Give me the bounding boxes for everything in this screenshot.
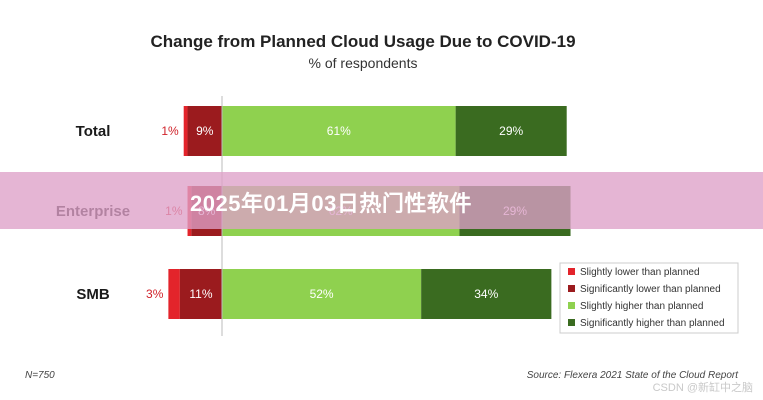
category-label-total: Total [76, 123, 111, 140]
legend-label-slightly-lower-than-planned: Slightly lower than planned [580, 267, 700, 278]
data-label-total-slightly-higher: 61% [327, 124, 351, 138]
overlay-banner-text: 2025年01月03日热门性软件 [190, 191, 472, 216]
data-label-smb-slightly-lower: 3% [146, 287, 164, 301]
data-label-smb-significantly-higher: 34% [474, 287, 498, 301]
bar-smb-significantly-higher [421, 269, 552, 319]
source-note: Source: Flexera 2021 State of the Cloud … [527, 370, 739, 381]
bar-smb-slightly-lower [168, 269, 180, 319]
chart-title: Change from Planned Cloud Usage Due to C… [150, 32, 575, 51]
bar-smb-slightly-higher [222, 269, 422, 319]
legend-swatch-slightly-higher-than-planned [568, 302, 575, 309]
category-label-smb: SMB [76, 286, 110, 303]
overlay-banner [0, 172, 763, 229]
bar-total-slightly-higher [222, 106, 456, 156]
sample-size-note: N=750 [25, 370, 55, 381]
data-label-total-significantly-higher: 29% [499, 124, 523, 138]
bar-total-significantly-higher [455, 106, 567, 156]
chart-subtitle: % of respondents [309, 55, 418, 71]
legend-label-slightly-higher-than-planned: Slightly higher than planned [580, 301, 703, 312]
watermark: CSDN @新缸中之脑 [652, 382, 753, 394]
bar-smb-significantly-lower [179, 269, 222, 319]
legend-label-significantly-higher-than-planned: Significantly higher than planned [580, 318, 725, 329]
legend-box [559, 262, 739, 334]
legend-swatch-slightly-lower-than-planned [568, 268, 575, 275]
data-label-smb-slightly-higher: 52% [310, 287, 334, 301]
legend-swatch-significantly-higher-than-planned [568, 319, 575, 326]
bar-total-significantly-lower [187, 106, 222, 156]
legend-label-significantly-lower-than-planned: Significantly lower than planned [580, 284, 721, 295]
legend-swatch-significantly-lower-than-planned [568, 285, 575, 292]
bar-total-slightly-lower [183, 106, 188, 156]
legend: Slightly lower than planned Significantly… [559, 262, 739, 334]
data-label-smb-significantly-lower: 11% [189, 287, 212, 301]
data-label-total-significantly-lower: 9% [196, 124, 214, 138]
data-label-total-slightly-lower: 1% [161, 124, 179, 138]
